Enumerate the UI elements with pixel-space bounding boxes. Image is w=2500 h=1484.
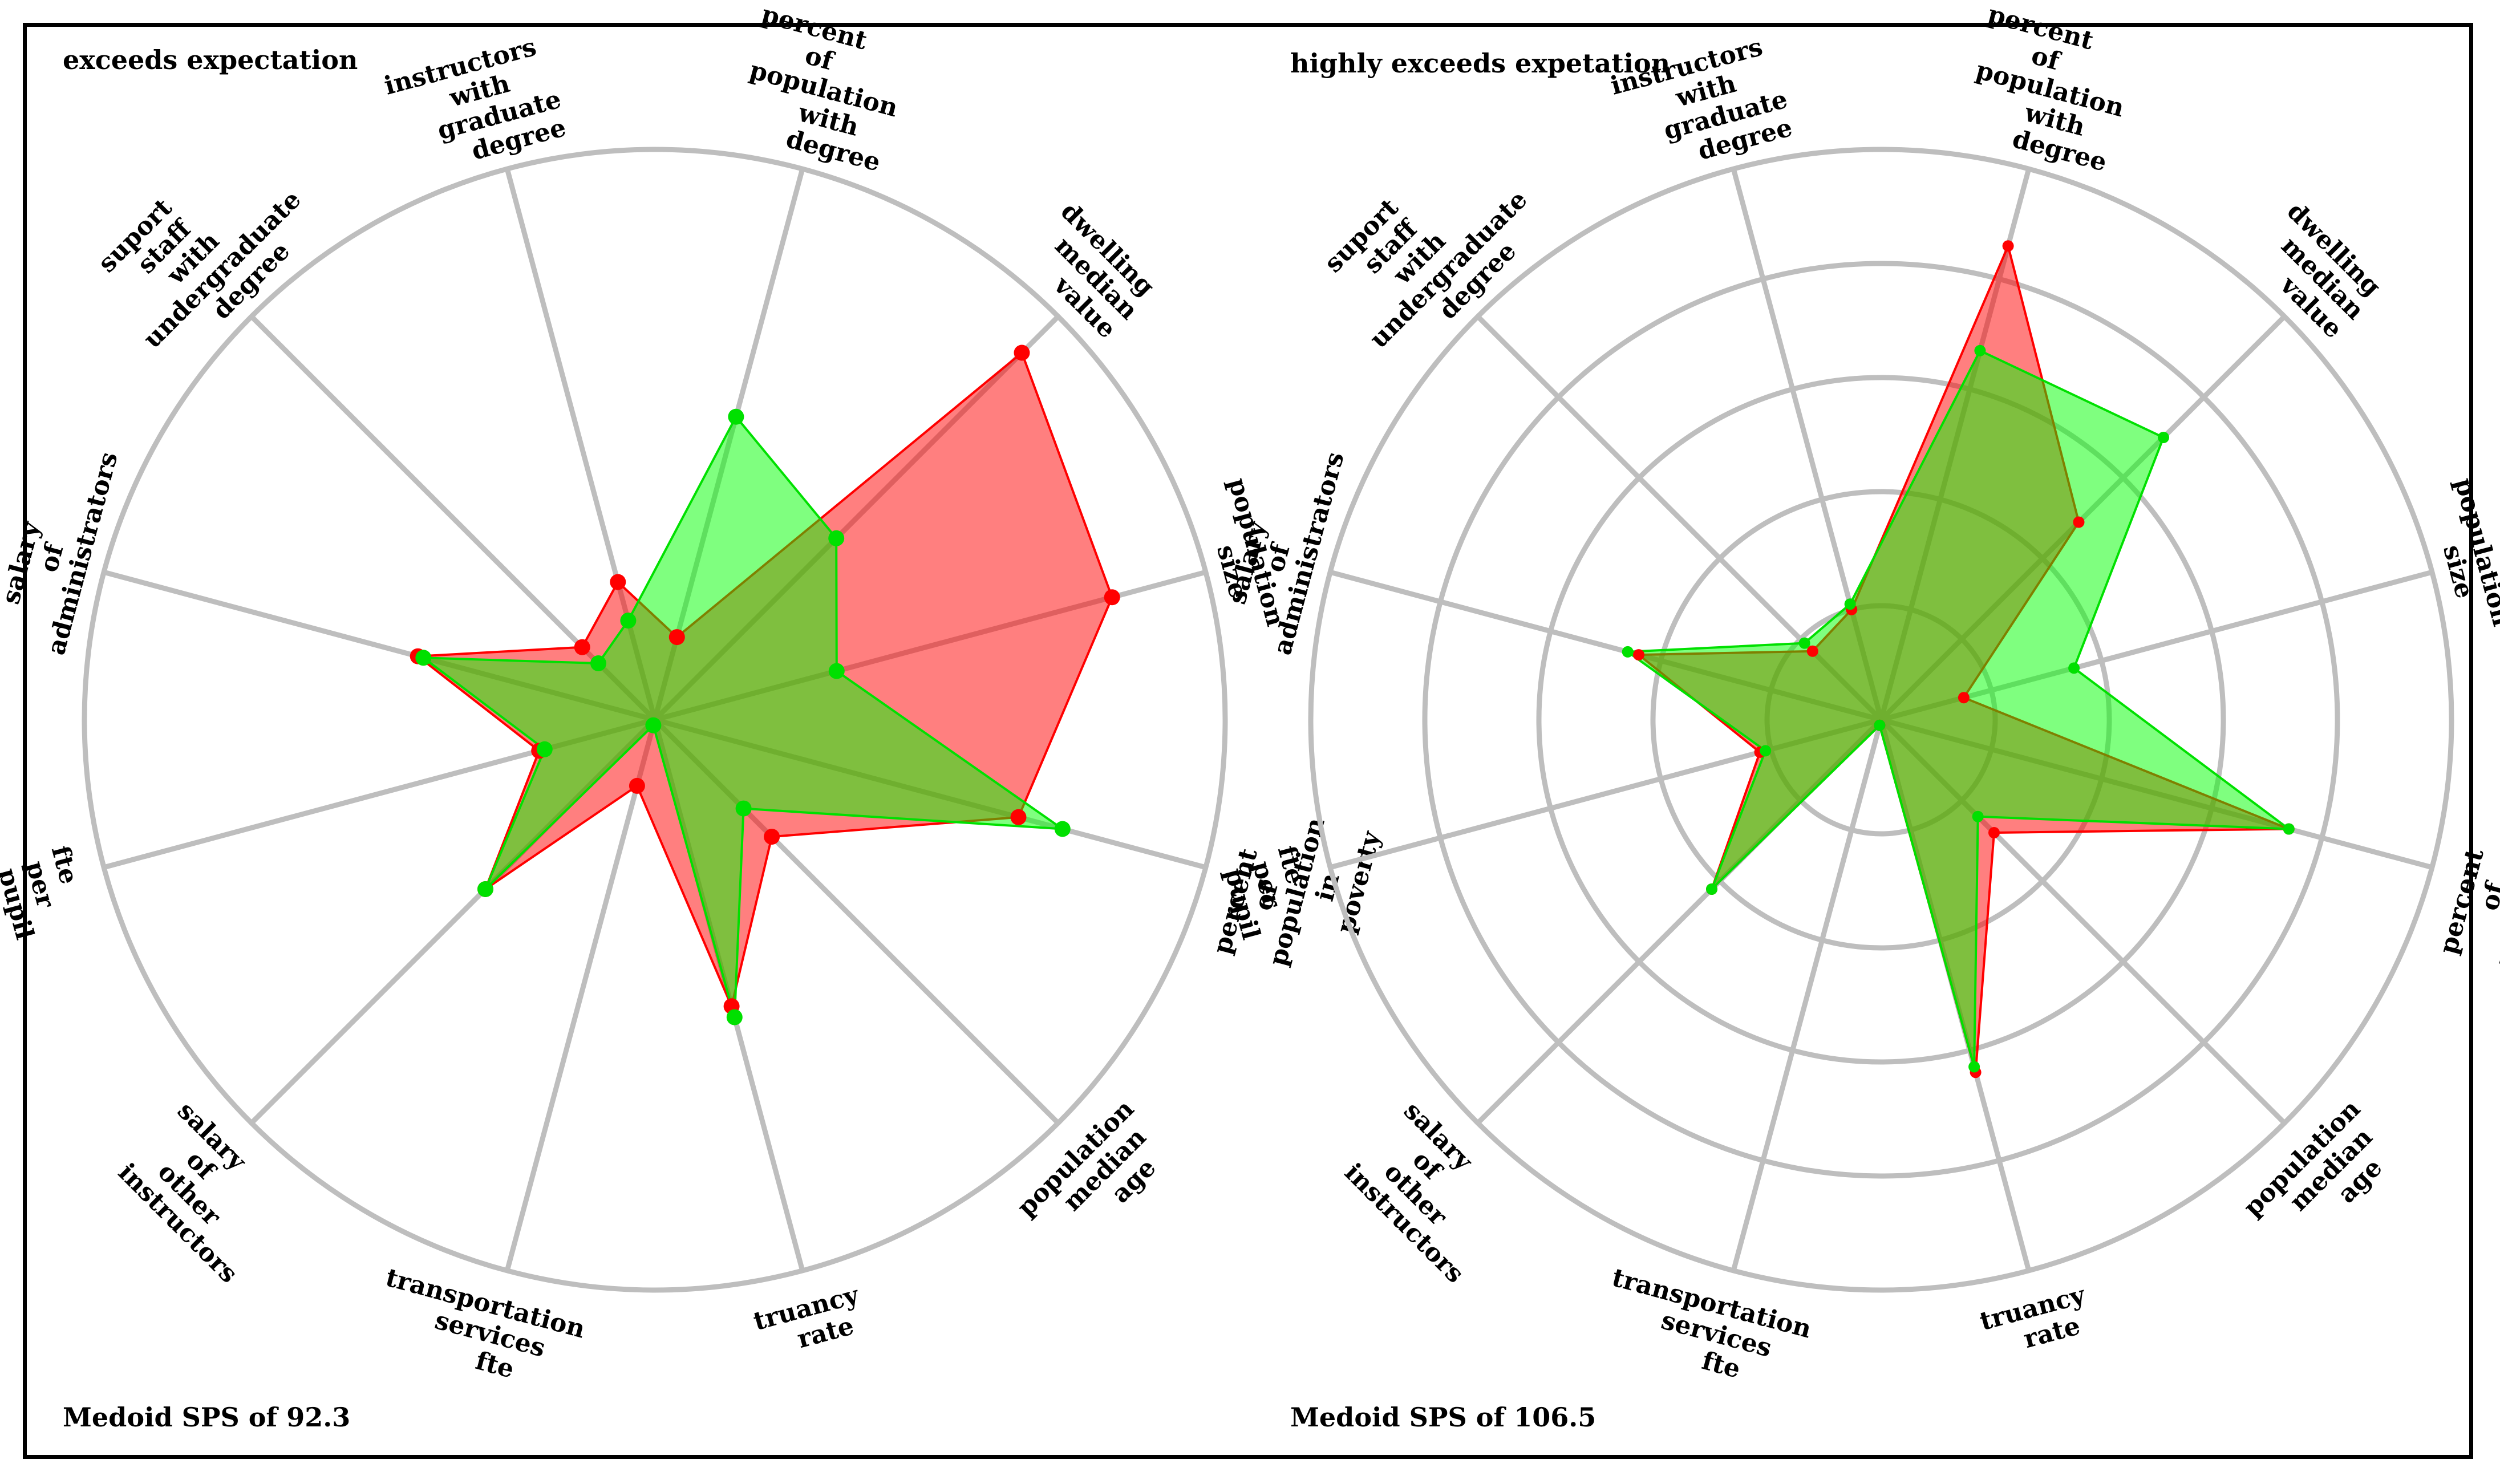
grid-ring: [82, 147, 1228, 1293]
series-green-area: [1626, 349, 2290, 1068]
series-red-point: [1806, 645, 1818, 657]
series-green-point: [620, 613, 637, 629]
series-red-point: [1958, 692, 1970, 704]
series-green-point: [1760, 745, 1772, 757]
chart-1-footer: Medoid SPS of 92.3: [63, 1402, 351, 1433]
chart-2-title: highly exceeds expetation: [1290, 48, 1671, 79]
series-green-point: [828, 530, 845, 546]
series-red-point: [1633, 649, 1644, 661]
series-green-point: [415, 650, 432, 666]
series-green-point: [1054, 821, 1071, 837]
series-green-point: [536, 741, 553, 757]
series-red-point: [2073, 516, 2085, 528]
series-green-point: [828, 663, 845, 679]
series-green-point: [1706, 883, 1717, 895]
series-green-point: [2283, 823, 2295, 835]
series-red-point: [1014, 344, 1030, 361]
series-red-point: [2002, 240, 2014, 252]
grid-ring: [1308, 147, 2454, 1293]
series-green-point: [1874, 719, 1886, 731]
chart-2-footer: Medoid SPS of 106.5: [1290, 1402, 1597, 1433]
series-red-point: [668, 629, 685, 646]
axis-spoke: [504, 719, 658, 1272]
series-green-point: [1844, 598, 1856, 610]
series-green-point: [1974, 344, 1986, 356]
series-green-point: [1972, 810, 1984, 822]
series-green-point: [1968, 1061, 1980, 1073]
grid-ring: [1536, 375, 2226, 1065]
series-green-point: [726, 1009, 743, 1025]
series-green-point: [590, 655, 606, 671]
series-green-point: [735, 800, 752, 817]
series-green-point: [477, 881, 493, 897]
series-red-point: [610, 574, 626, 590]
axis-spoke: [1731, 719, 1884, 1272]
series-red-point: [764, 829, 780, 845]
series-red-point: [1988, 827, 2000, 838]
series-red-point: [1010, 809, 1027, 825]
chart-1-title: exceeds expectation: [63, 44, 358, 75]
series-red-point: [629, 777, 645, 794]
series-green-point: [645, 717, 662, 733]
series-green-point: [2068, 662, 2080, 674]
series-green-point: [1798, 637, 1810, 649]
series-red-point: [574, 639, 590, 655]
series-red-point: [1104, 589, 1120, 606]
grid-ring: [1422, 261, 2340, 1179]
series-green-point: [728, 408, 744, 425]
series-green-point: [1622, 646, 1634, 658]
series-green-point: [2158, 432, 2169, 443]
figure-frame: [23, 23, 2473, 1459]
